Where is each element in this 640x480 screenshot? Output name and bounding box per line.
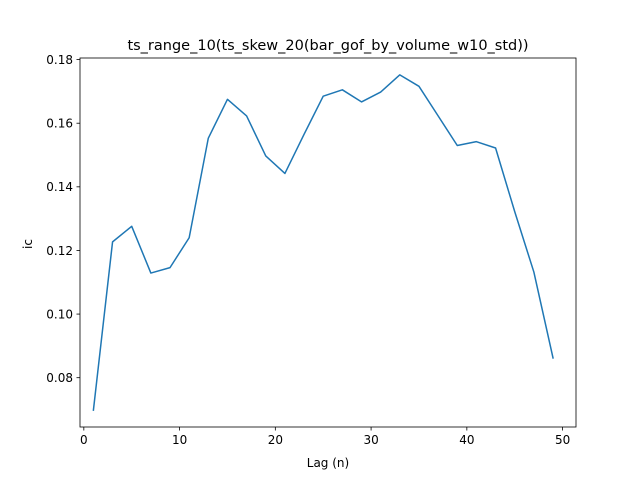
x-tick-label: 20 [268, 433, 283, 447]
x-axis: 0 10 20 30 40 50 [80, 427, 570, 447]
y-tick-label: 0.18 [46, 53, 73, 67]
x-tick-label: 10 [172, 433, 187, 447]
plot-area [79, 57, 577, 428]
x-axis-label: Lag (n) [307, 456, 349, 470]
series-line-0 [92, 74, 554, 411]
y-axis: 0.08 0.10 0.12 0.14 0.16 0.18 [46, 53, 80, 385]
x-tick-label: 30 [363, 433, 378, 447]
x-tick-label: 40 [459, 433, 474, 447]
y-tick-label: 0.12 [46, 244, 73, 258]
y-tick-label: 0.16 [46, 117, 73, 131]
plot-frame [79, 57, 577, 428]
y-tick-label: 0.08 [46, 371, 73, 385]
y-tick-label: 0.10 [46, 307, 73, 321]
x-tick-label: 0 [80, 433, 88, 447]
y-tick-label: 0.14 [46, 180, 73, 194]
x-tick-label: 50 [555, 433, 570, 447]
chart-title: ts_range_10(ts_skew_20(bar_gof_by_volume… [127, 38, 528, 54]
y-axis-label: ic [21, 239, 35, 249]
